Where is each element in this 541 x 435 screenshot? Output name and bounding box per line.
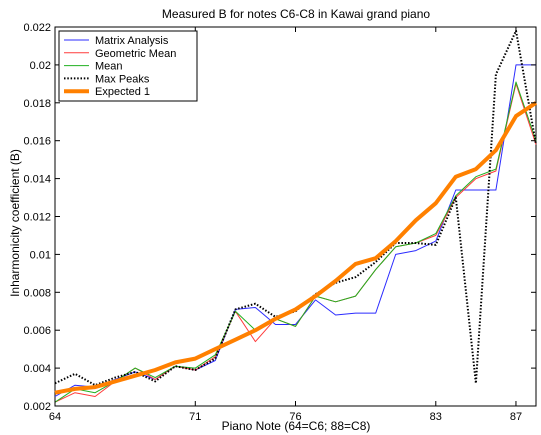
y-tick-label: 0.018 <box>23 98 51 110</box>
legend-label-1: Geometric Mean <box>95 48 176 60</box>
y-tick-label: 0.012 <box>23 212 51 224</box>
legend-label-0: Matrix Analysis <box>95 35 169 47</box>
y-tick-label: 0.02 <box>30 60 51 72</box>
y-axis-title: Inharmonicity coefficient (B) <box>8 149 22 297</box>
x-tick-label: 83 <box>430 411 442 423</box>
y-tick-label: 0.022 <box>23 22 51 34</box>
series-line-0 <box>54 64 536 397</box>
series-line-2 <box>54 81 537 403</box>
series-layer <box>54 29 538 403</box>
y-tick-label: 0.016 <box>23 136 51 148</box>
axes-layer: 0.002 0.004 0.006 0.008 0.01 0.012 0.014 0.016 0… <box>23 22 536 423</box>
x-tick-label: 87 <box>510 411 522 423</box>
y-tick-label: 0.002 <box>23 401 51 413</box>
x-tick-label: 71 <box>189 411 201 423</box>
x-tick-label: 76 <box>289 411 301 423</box>
legend-label-2: Mean <box>95 61 123 73</box>
series-line-4 <box>54 101 538 395</box>
y-tick-label: 0.004 <box>23 363 51 375</box>
y-tick-label: 0.014 <box>23 174 51 186</box>
x-tick-label: 64 <box>49 411 61 423</box>
chart-title: Measured B for notes C6-C8 in Kawai gran… <box>162 7 430 21</box>
y-tick-label: 0.006 <box>23 325 51 337</box>
x-axis-title: Piano Note (64=C6; 88=C8) <box>222 419 371 433</box>
y-tick-label: 0.01 <box>30 249 51 261</box>
legend-label-4: Expected 1 <box>95 86 150 98</box>
y-tick-label: 0.008 <box>23 287 51 299</box>
legend-label-3: Max Peaks <box>95 73 150 85</box>
